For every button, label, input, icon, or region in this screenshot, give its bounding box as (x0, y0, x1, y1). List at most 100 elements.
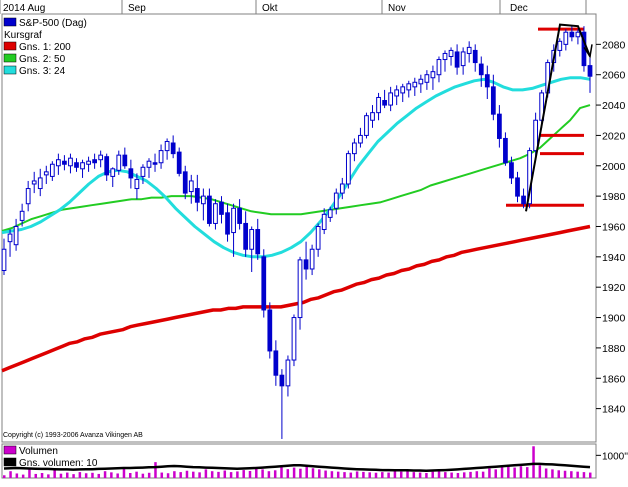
volume-bar (198, 472, 201, 478)
volume-bar (286, 469, 290, 478)
candle-body (267, 309, 273, 352)
volume-bar (305, 465, 308, 478)
moving-averages (1, 76, 591, 373)
candle-body (430, 71, 436, 79)
candle-body (68, 157, 73, 167)
candle-body (249, 229, 255, 250)
candle-body (110, 168, 116, 177)
volume-bar (519, 466, 523, 478)
volume-bar (91, 472, 94, 478)
candle-body (170, 142, 176, 155)
y-tick-label: 1900 (602, 313, 626, 325)
volume-bar (72, 474, 75, 478)
candle-body (352, 142, 357, 155)
volume-bar (103, 471, 107, 478)
ma-line (1, 104, 591, 232)
candle-body (315, 225, 321, 250)
volume-bar (507, 464, 510, 478)
candle-body (472, 49, 478, 64)
volume-bar (393, 471, 397, 478)
volume-bar (343, 472, 346, 478)
volume-bar (280, 466, 283, 478)
candle-body (31, 180, 37, 185)
legend-label: S&P-500 (Dag) (19, 18, 87, 29)
volume-bar (525, 467, 529, 478)
candle-body (25, 188, 31, 205)
volume-bar (255, 468, 258, 478)
candle-body (273, 350, 279, 376)
y-tick-label: 2000 (602, 161, 626, 173)
candle-body (424, 74, 430, 83)
volume-bar (236, 471, 239, 478)
candle-body (194, 188, 200, 203)
candle-body (182, 171, 188, 194)
candle-body (261, 256, 267, 311)
candle-body (521, 195, 526, 205)
trend-line (525, 23, 591, 212)
volume-bar (166, 473, 170, 478)
candle-body (43, 171, 49, 176)
candle-body (128, 168, 134, 179)
volume-bar (173, 471, 176, 478)
candle-body (279, 374, 285, 387)
month-label: Okt (262, 3, 278, 14)
candle-body (515, 177, 520, 197)
candle-body (116, 154, 122, 171)
volume-bar (242, 470, 245, 478)
legend-label: Volumen (19, 446, 58, 457)
legend-swatch (3, 457, 17, 467)
volume-bar (66, 472, 69, 478)
volume-bar (570, 471, 573, 478)
horizontal-levels (506, 27, 584, 207)
chart-frames (1, 13, 597, 479)
volume-bar (444, 472, 447, 478)
y-tick-label: 2020 (602, 130, 626, 142)
candle-body (303, 259, 309, 270)
volume-bar (425, 473, 428, 478)
candle-body (563, 31, 569, 45)
candle-body (370, 112, 375, 121)
volume-bar (116, 473, 119, 478)
volume-bar (217, 471, 220, 478)
candle-body (158, 150, 164, 164)
candles (1, 26, 593, 439)
volume-bar (330, 471, 334, 478)
volume-bar (15, 473, 19, 478)
candle-body (62, 160, 67, 165)
volume-bar (273, 470, 277, 478)
candle-body (140, 166, 146, 177)
candle-body (448, 49, 454, 57)
month-axis: 2014 Aug Sep Okt Nov Dec (0, 0, 587, 14)
candle-body (339, 183, 345, 194)
volume-bar (412, 472, 416, 478)
candle-body (466, 46, 472, 54)
candle-body (74, 162, 79, 168)
volume-bars (3, 446, 592, 478)
candle-body (55, 159, 61, 167)
legend-swatch (3, 65, 17, 75)
volume-bar (122, 467, 126, 478)
candle-body (134, 178, 140, 190)
candle-body (200, 195, 206, 205)
volume-tick-label: 1000'' (602, 451, 628, 462)
volume-bar (557, 470, 560, 478)
volume-bar (34, 473, 38, 478)
candle-body (86, 160, 91, 165)
volume-bar (374, 472, 378, 478)
candle-body (345, 153, 351, 185)
volume-bar (462, 472, 466, 478)
candle-body (207, 195, 212, 224)
candle-body (490, 86, 496, 115)
candle-body (237, 207, 242, 224)
y-tick-label: 1920 (602, 282, 626, 294)
candle-body (394, 89, 400, 97)
volume-bar (97, 473, 101, 478)
candle-body (92, 159, 97, 164)
legend-label: Gns. 2: 50 (19, 54, 66, 65)
candle-body (219, 201, 224, 215)
month-label: Sep (128, 3, 146, 14)
candle-body (19, 210, 25, 221)
candle-body (454, 51, 460, 68)
y-tick-label: 2080 (602, 39, 626, 51)
